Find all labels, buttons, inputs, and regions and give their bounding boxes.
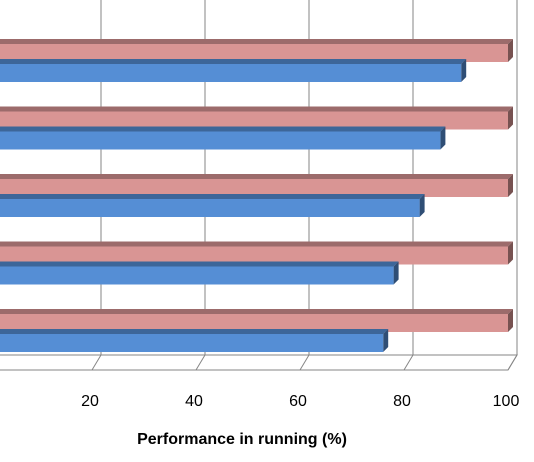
bar-5-series-1 bbox=[0, 309, 513, 332]
x-tick-label-60: 60 bbox=[289, 393, 307, 410]
bar-front-face bbox=[0, 266, 394, 285]
bar-front-face bbox=[0, 314, 508, 332]
bar-top-face bbox=[0, 126, 446, 132]
bar-top-face bbox=[0, 261, 399, 267]
chart-floor bbox=[0, 354, 518, 371]
bar-5-series-2 bbox=[0, 329, 389, 352]
x-axis-tick-labels: 20 40 60 80 100 bbox=[81, 393, 519, 410]
bar-top-face bbox=[0, 241, 513, 247]
bar-4-series-2 bbox=[0, 261, 399, 285]
bar-1-series-2 bbox=[0, 59, 467, 82]
bars bbox=[0, 39, 513, 352]
bar-top-face bbox=[0, 174, 513, 179]
bar-front-face bbox=[0, 179, 508, 197]
bar-front-face bbox=[0, 111, 508, 130]
bar-end-face bbox=[393, 261, 399, 285]
x-axis-title: Performance in running (%) bbox=[137, 431, 347, 448]
chart-floor-outline bbox=[0, 354, 518, 371]
bar-1-series-1 bbox=[0, 39, 513, 62]
bar-front-face bbox=[0, 44, 508, 62]
bar-end-face bbox=[508, 174, 513, 197]
bar-top-face bbox=[0, 59, 467, 64]
bar-front-face bbox=[0, 199, 420, 217]
x-tick-label-100: 100 bbox=[493, 393, 520, 410]
bar-top-face bbox=[0, 194, 425, 199]
bar-front-face bbox=[0, 64, 462, 82]
bar-3-series-1 bbox=[0, 174, 513, 197]
bar-front-face bbox=[0, 246, 508, 265]
bar-top-face bbox=[0, 329, 389, 334]
bar-end-face bbox=[440, 126, 446, 150]
floor-gridline-80 bbox=[403, 354, 414, 371]
bar-3-series-2 bbox=[0, 194, 425, 217]
bar-front-face bbox=[0, 334, 384, 352]
floor-gridline-100 bbox=[507, 354, 518, 371]
bar-end-face bbox=[508, 106, 513, 130]
bar-end-face bbox=[461, 59, 467, 82]
bar-front-face bbox=[0, 131, 441, 150]
bar-end-face bbox=[419, 194, 425, 217]
floor-gridline-60 bbox=[299, 354, 310, 371]
bar-end-face bbox=[508, 241, 513, 265]
bar-4-series-1 bbox=[0, 241, 513, 265]
bar-end-face bbox=[508, 39, 513, 62]
x-tick-label-20: 20 bbox=[81, 393, 99, 410]
bar-2-series-1 bbox=[0, 106, 513, 130]
bar-end-face bbox=[508, 309, 513, 332]
floor-gridline-20 bbox=[91, 354, 102, 371]
bar-top-face bbox=[0, 309, 513, 314]
bar-top-face bbox=[0, 106, 513, 112]
bar-2-series-2 bbox=[0, 126, 446, 150]
x-tick-label-80: 80 bbox=[393, 393, 411, 410]
bar-end-face bbox=[383, 329, 389, 352]
bar-top-face bbox=[0, 39, 513, 44]
floor-gridline-40 bbox=[195, 354, 206, 371]
x-tick-label-40: 40 bbox=[185, 393, 203, 410]
